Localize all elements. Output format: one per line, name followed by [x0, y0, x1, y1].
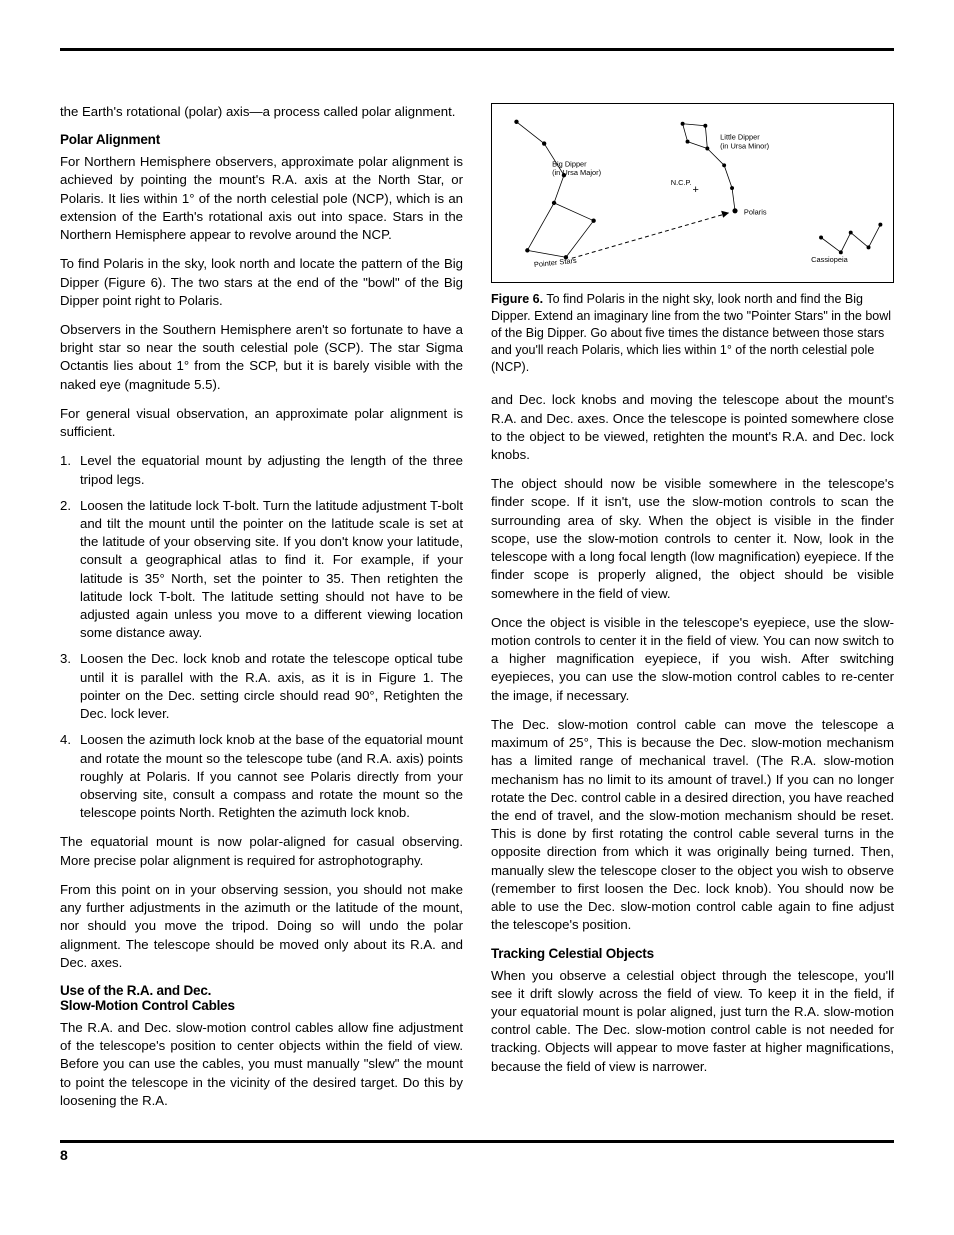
heading-slowmo-b: Slow-Motion Control Cables — [60, 998, 463, 1013]
para-right-3: Once the object is visible in the telesc… — [491, 614, 894, 705]
label-little-dipper-sub: (in Ursa Minor) — [720, 142, 769, 151]
label-cassiopeia: Cassiopeia — [811, 255, 849, 264]
label-pointer-stars: Pointer Stars — [534, 256, 578, 269]
para-polar-3: Observers in the Southern Hemisphere are… — [60, 321, 463, 394]
left-column: the Earth's rotational (polar) axis—a pr… — [60, 103, 463, 1110]
para-polar-4: For general visual observation, an appro… — [60, 405, 463, 441]
intro-para: the Earth's rotational (polar) axis—a pr… — [60, 103, 463, 121]
label-polaris: Polaris — [744, 208, 767, 217]
two-column-layout: the Earth's rotational (polar) axis—a pr… — [60, 103, 894, 1110]
heading-polar-alignment: Polar Alignment — [60, 132, 463, 147]
page-footer: 8 — [60, 1140, 894, 1165]
para-polar-5: The equatorial mount is now polar-aligne… — [60, 833, 463, 869]
right-column: + — [491, 103, 894, 1110]
para-right-4: The Dec. slow-motion control cable can m… — [491, 716, 894, 935]
page-number: 8 — [60, 1147, 68, 1163]
figure-6-diagram: + — [491, 103, 894, 283]
para-polar-2: To find Polaris in the sky, look north a… — [60, 255, 463, 310]
para-right-1: and Dec. lock knobs and moving the teles… — [491, 391, 894, 464]
figure-6-caption-text: To find Polaris in the night sky, look n… — [491, 292, 891, 374]
step-2: Loosen the latitude lock T-bolt. Turn th… — [60, 497, 463, 643]
step-1: Level the equatorial mount by adjusting … — [60, 452, 463, 488]
ncp-cross: + — [693, 184, 699, 196]
label-big-dipper-sub: (in Ursa Major) — [552, 168, 601, 177]
label-big-dipper: Big Dipper — [552, 159, 587, 168]
cassiopeia-group — [819, 223, 882, 255]
step-4: Loosen the azimuth lock knob at the base… — [60, 731, 463, 822]
heading-tracking: Tracking Celestial Objects — [491, 946, 894, 961]
pointer-arrowhead — [721, 211, 729, 218]
step-3: Loosen the Dec. lock knob and rotate the… — [60, 650, 463, 723]
page-container: the Earth's rotational (polar) axis—a pr… — [60, 48, 894, 1165]
alignment-steps-list: Level the equatorial mount by adjusting … — [60, 452, 463, 822]
para-slowmo-1: The R.A. and Dec. slow-motion control ca… — [60, 1019, 463, 1110]
para-right-2: The object should now be visible somewhe… — [491, 475, 894, 603]
heading-slowmo-a: Use of the R.A. and Dec. — [60, 983, 463, 998]
para-polar-1: For Northern Hemisphere observers, appro… — [60, 153, 463, 244]
figure-6-label: Figure 6. — [491, 292, 543, 306]
label-ncp: N.C.P. — [671, 178, 692, 187]
para-right-5: When you observe a celestial object thro… — [491, 967, 894, 1076]
label-little-dipper: Little Dipper — [720, 133, 760, 142]
figure-6-caption: Figure 6. To find Polaris in the night s… — [491, 291, 894, 375]
polaris-diagram-svg: + — [492, 104, 893, 282]
para-polar-6: From this point on in your observing ses… — [60, 881, 463, 972]
big-dipper-group — [514, 120, 595, 260]
